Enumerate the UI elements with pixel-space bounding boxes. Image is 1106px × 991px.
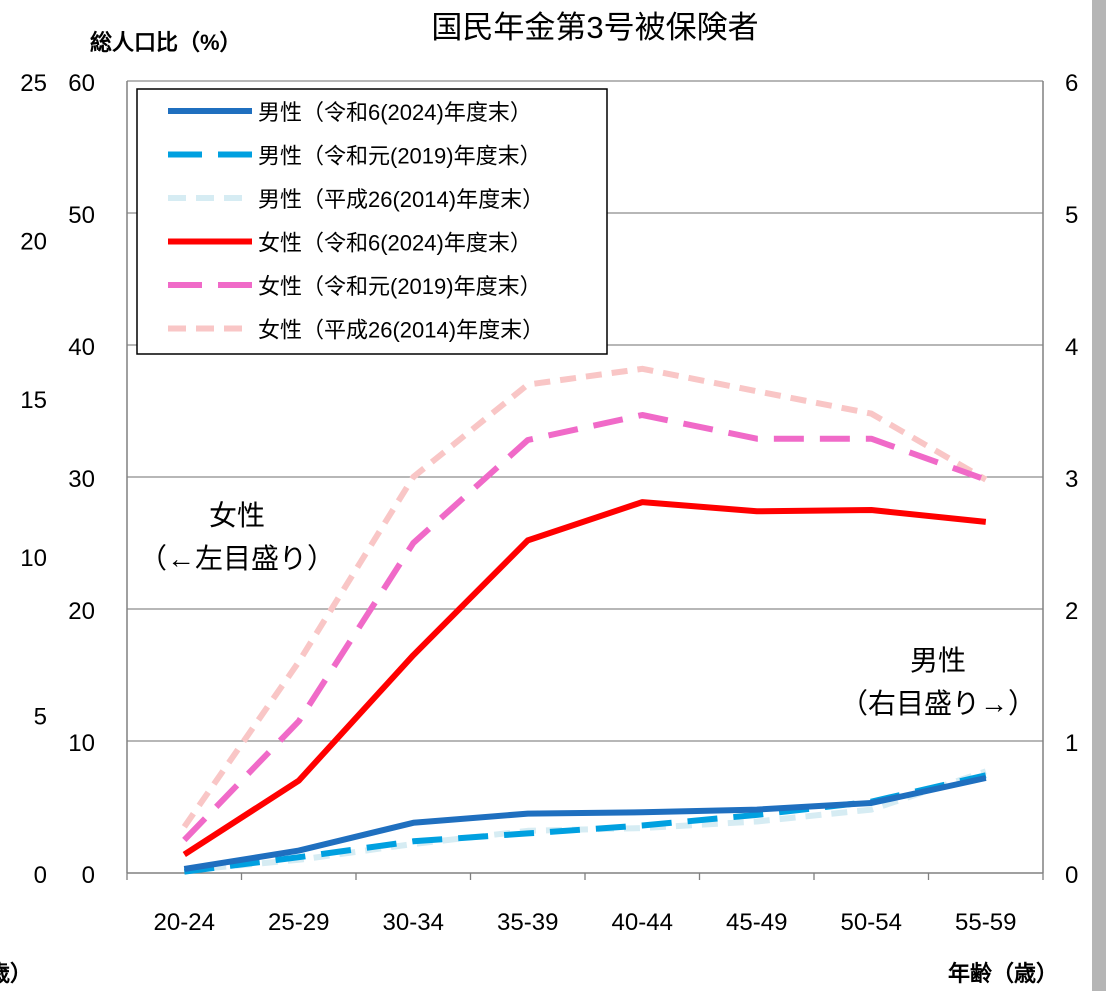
left-inner-tick-label: 0 — [82, 862, 95, 889]
left-outer-tick-label: 25 — [20, 70, 47, 97]
legend-label-5: 女性（平成26(2014)年度末） — [258, 318, 544, 343]
left-outer-tick-label: 15 — [20, 387, 47, 414]
x-tick-label: 25-29 — [268, 909, 329, 936]
annotation-female-line-1: 女性 — [209, 500, 265, 531]
legend-label-2: 男性（平成26(2014)年度末） — [258, 187, 544, 212]
legend-label-3: 女性（令和6(2024)年度末） — [258, 231, 532, 256]
x-tick-label: 55-59 — [955, 909, 1016, 936]
x-tick-label: 40-44 — [612, 909, 673, 936]
left-axis-unit-label: 総人口比（%） — [90, 30, 242, 55]
annotation-male-line-2: （右目盛り→） — [840, 688, 1036, 719]
legend-box — [136, 88, 608, 355]
series-lines — [181, 365, 988, 875]
annotation-female: 女性 （←左目盛り） — [139, 500, 335, 574]
x-axis-ticks — [126, 873, 1044, 880]
x-tick-label: 30-34 — [383, 909, 444, 936]
annotation-male: 男性 （右目盛り→） — [840, 645, 1036, 719]
legend-label-1: 男性（令和元(2019)年度末） — [258, 144, 542, 169]
left-inner-tick-label: 40 — [68, 334, 95, 361]
annotation-male-line-1: 男性 — [910, 645, 966, 676]
window-edge-bar — [1092, 0, 1106, 991]
chart-title: 国民年金第3号被保険者 — [431, 10, 758, 45]
left-outer-tick-labels: 0 5 10 15 20 25 — [20, 70, 47, 889]
left-inner-tick-label: 50 — [68, 202, 95, 229]
right-tick-label: 0 — [1065, 862, 1078, 889]
right-tick-label: 2 — [1065, 598, 1078, 625]
x-tick-label: 35-39 — [497, 909, 558, 936]
left-inner-tick-label: 60 — [68, 70, 95, 97]
left-outer-tick-label: 10 — [20, 545, 47, 572]
right-tick-label: 1 — [1065, 730, 1078, 757]
left-outer-tick-label: 5 — [34, 704, 47, 731]
left-outer-tick-label: 20 — [20, 228, 47, 255]
x-axis-label: 年齢（歳） — [948, 961, 1058, 986]
series-line-3 — [182, 499, 987, 858]
annotation-female-line-2: （←左目盛り） — [139, 543, 335, 574]
right-tick-label: 4 — [1065, 334, 1078, 361]
legend-label-4: 女性（令和元(2019)年度末） — [258, 274, 542, 299]
x-tick-label: 50-54 — [841, 909, 902, 936]
legend: 男性（令和6(2024)年度末） 男性（令和元(2019)年度末） 男性（平成26(… — [136, 88, 608, 355]
left-inner-tick-label: 20 — [68, 598, 95, 625]
left-inner-tick-labels: 0 10 20 30 40 50 60 — [68, 70, 95, 889]
right-tick-label: 3 — [1065, 466, 1078, 493]
x-axis-label-fragment: 歳） — [0, 961, 32, 986]
series-line-5 — [181, 365, 988, 829]
series-line-4 — [182, 412, 987, 843]
series-line-2 — [184, 768, 987, 874]
x-tick-label: 45-49 — [726, 909, 787, 936]
x-tick-labels: 20-24 25-29 30-34 35-39 40-44 45-49 50-54 55-59 — [154, 909, 1017, 936]
left-inner-tick-label: 30 — [68, 466, 95, 493]
left-outer-tick-label: 0 — [34, 862, 47, 889]
x-tick-label: 20-24 — [154, 909, 215, 936]
right-tick-labels: 0 1 2 3 4 5 6 — [1065, 70, 1078, 889]
series-line-1 — [183, 772, 987, 875]
right-tick-label: 6 — [1065, 70, 1078, 97]
legend-label-0: 男性（令和6(2024)年度末） — [258, 100, 532, 125]
series-line-0 — [183, 775, 987, 872]
right-tick-label: 5 — [1065, 202, 1078, 229]
left-inner-tick-label: 10 — [68, 730, 95, 757]
